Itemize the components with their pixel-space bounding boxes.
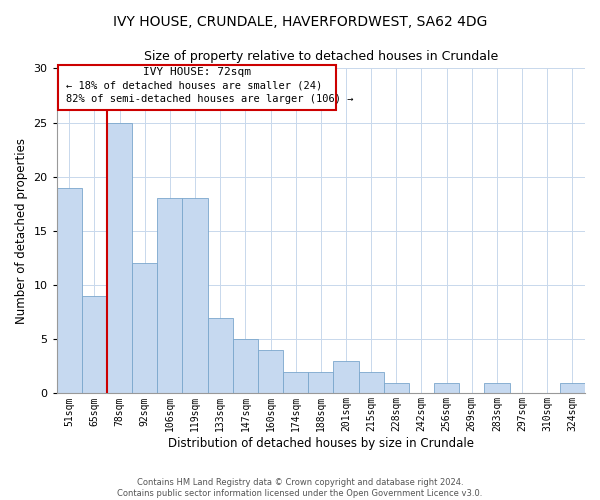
Bar [182, 198, 208, 394]
Text: IVY HOUSE: 72sqm: IVY HOUSE: 72sqm [143, 66, 251, 76]
Bar [57, 188, 82, 394]
Text: ← 18% of detached houses are smaller (24): ← 18% of detached houses are smaller (24… [65, 80, 322, 90]
Text: IVY HOUSE, CRUNDALE, HAVERFORDWEST, SA62 4DG: IVY HOUSE, CRUNDALE, HAVERFORDWEST, SA62… [113, 15, 487, 29]
Title: Size of property relative to detached houses in Crundale: Size of property relative to detached ho… [144, 50, 498, 63]
Bar [208, 318, 233, 394]
Bar [308, 372, 334, 394]
Bar [233, 339, 258, 394]
Bar [484, 382, 509, 394]
FancyBboxPatch shape [58, 65, 336, 110]
Bar [132, 264, 157, 394]
Bar [258, 350, 283, 394]
Bar [157, 198, 182, 394]
X-axis label: Distribution of detached houses by size in Crundale: Distribution of detached houses by size … [168, 437, 474, 450]
Bar [334, 361, 359, 394]
Bar [283, 372, 308, 394]
Bar [107, 122, 132, 394]
Text: 82% of semi-detached houses are larger (106) →: 82% of semi-detached houses are larger (… [65, 94, 353, 104]
Bar [82, 296, 107, 394]
Y-axis label: Number of detached properties: Number of detached properties [15, 138, 28, 324]
Bar [560, 382, 585, 394]
Bar [434, 382, 459, 394]
Bar [359, 372, 384, 394]
Bar [384, 382, 409, 394]
Text: Contains HM Land Registry data © Crown copyright and database right 2024.
Contai: Contains HM Land Registry data © Crown c… [118, 478, 482, 498]
